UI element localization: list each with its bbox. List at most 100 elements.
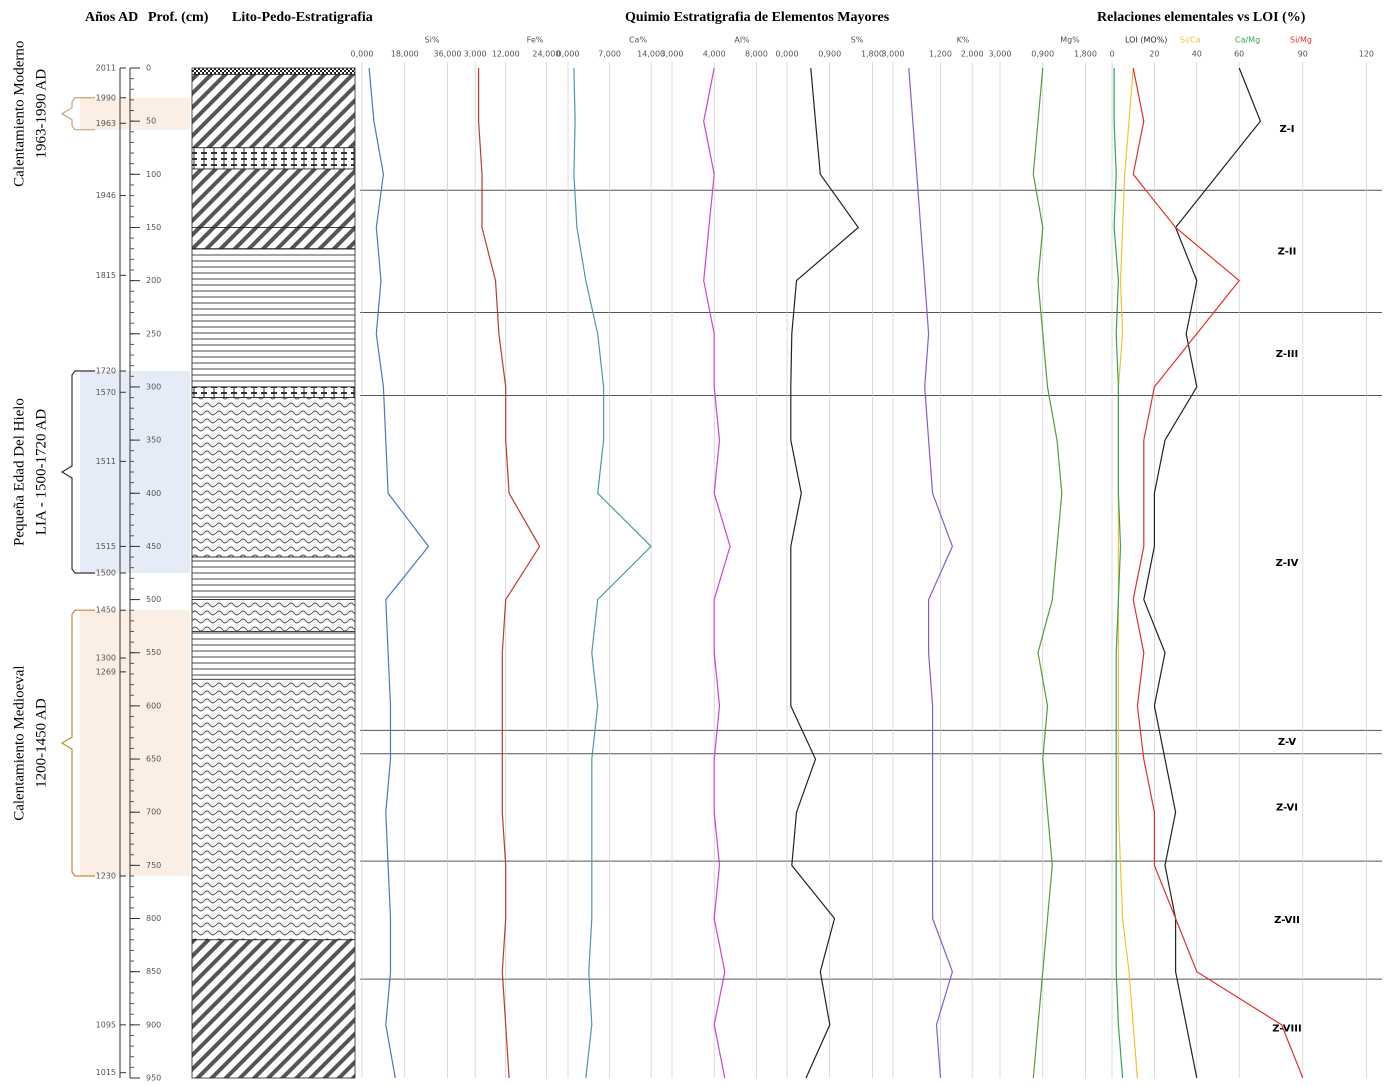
depth-label: 500: [146, 595, 161, 604]
legend-entry: Ca/Mg: [1235, 36, 1260, 45]
zone-label: Z-VIII: [1272, 1024, 1301, 1035]
x-tick-label: 90: [1298, 50, 1308, 59]
x-tick-label: 18,000: [391, 50, 419, 59]
zone-label: Z-III: [1276, 349, 1298, 360]
series-line: [1032, 67, 1063, 1079]
depth-label: 350: [146, 436, 161, 445]
age-label: 1230: [96, 872, 116, 881]
x-tick-label: 1,800: [1074, 50, 1097, 59]
age-label: 1515: [96, 542, 116, 551]
series-line: [1117, 67, 1138, 1079]
series-line: [1132, 67, 1304, 1079]
zone-label: Z-II: [1278, 246, 1297, 257]
x-tick-label: 3,000: [661, 50, 684, 59]
x-tick-label: 0,900: [1031, 50, 1054, 59]
period-label: 1963-1990 AD: [33, 69, 49, 159]
depth-label: 950: [146, 1074, 161, 1083]
x-tick-label: 8,000: [745, 50, 768, 59]
age-label: 1015: [96, 1068, 116, 1077]
x-tick-label: 120: [1359, 50, 1374, 59]
x-tick-label: 0: [1109, 50, 1114, 59]
depth-label: 200: [146, 276, 161, 285]
heading-depth: Prof. (cm): [148, 10, 209, 25]
age-label: 1269: [96, 667, 116, 676]
x-tick-label: 1,800: [861, 50, 884, 59]
series-line: [573, 67, 652, 1079]
depth-label: 650: [146, 755, 161, 764]
zone-label: Z-I: [1280, 124, 1295, 135]
panel-title: Fe%: [527, 36, 544, 45]
depth-label: 850: [146, 967, 161, 976]
litho-layer: [191, 556, 356, 600]
x-tick-label: 12,000: [492, 50, 520, 59]
litho-layer: [191, 227, 356, 250]
age-label: 1450: [96, 606, 116, 615]
panel-title: S%: [851, 36, 864, 45]
age-label: 1511: [96, 457, 116, 466]
zone-label: Z-VI: [1276, 802, 1298, 813]
depth-label: 750: [146, 861, 161, 870]
zone-label: Z-VII: [1274, 915, 1300, 926]
heading-chem: Quimio Estratigrafia de Elementos Mayore…: [625, 10, 890, 25]
depth-label: 450: [146, 542, 161, 551]
age-label: 1720: [96, 367, 116, 376]
series-line: [703, 67, 731, 1079]
period-band: [80, 610, 190, 876]
x-tick-label: 14,000: [637, 50, 665, 59]
x-tick-label: 1,200: [929, 50, 952, 59]
period-label: Calentamiento Medioeval: [11, 665, 27, 820]
heading-years: Años AD: [85, 10, 138, 25]
legend-entry: Si/Ca: [1180, 36, 1201, 45]
depth-label: 900: [146, 1020, 161, 1029]
period-bracket: [60, 370, 95, 574]
series-line: [790, 67, 860, 1079]
litho-layer: [191, 397, 356, 558]
depth-label: 100: [146, 170, 161, 179]
depth-label: 50: [146, 117, 156, 126]
litho-layer: [191, 678, 356, 941]
litho-layer: [191, 939, 356, 1079]
series-line: [1143, 67, 1262, 1079]
heading-litho: Lito-Pedo-Estratigrafia: [232, 10, 373, 25]
x-tick-label: 60: [1234, 50, 1244, 59]
x-tick-label: 3,000: [989, 50, 1012, 59]
depth-label: 550: [146, 648, 161, 657]
period-label: 1200-1450 AD: [33, 698, 49, 788]
litho-layer: [191, 599, 356, 632]
x-tick-label: 0,000: [351, 50, 374, 59]
age-label: 1500: [96, 569, 116, 578]
depth-label: 150: [146, 223, 161, 232]
period-label: Calentamiento Moderno: [11, 41, 27, 187]
litho-layer: [191, 168, 356, 228]
depth-label: 300: [146, 382, 161, 391]
depth-label: 600: [146, 701, 161, 710]
period-bracket: [60, 609, 95, 877]
age-label: 1963: [96, 119, 116, 128]
period-bracket: [60, 97, 95, 131]
x-tick-label: 24,000: [532, 50, 560, 59]
depth-label: 800: [146, 914, 161, 923]
period-label: Pequeña Edad Del Hielo: [11, 398, 27, 546]
period-label: LIA - 1500-1720 AD: [33, 409, 49, 535]
zone-label: Z-V: [1278, 737, 1296, 748]
x-tick-label: 2,000: [961, 50, 984, 59]
x-tick-label: 0,000: [776, 50, 799, 59]
legend-entry: LOI (MO%): [1125, 36, 1167, 45]
panel-title: K%: [957, 36, 970, 45]
depth-label: 700: [146, 808, 161, 817]
depth-label: 400: [146, 489, 161, 498]
litho-layer: [191, 147, 356, 170]
series-line: [478, 68, 541, 1079]
panel-title: Ca%: [629, 36, 647, 45]
age-label: 1300: [96, 654, 116, 663]
x-tick-label: 0,000: [557, 50, 580, 59]
period-band: [80, 371, 190, 573]
panel-title: Al%: [734, 36, 750, 45]
series-line: [908, 67, 954, 1079]
litho-layer: [191, 386, 356, 398]
age-label: 1095: [96, 1020, 116, 1029]
litho-layer: [191, 73, 356, 149]
x-tick-label: 3,000: [882, 50, 905, 59]
series-line: [1113, 68, 1124, 1079]
